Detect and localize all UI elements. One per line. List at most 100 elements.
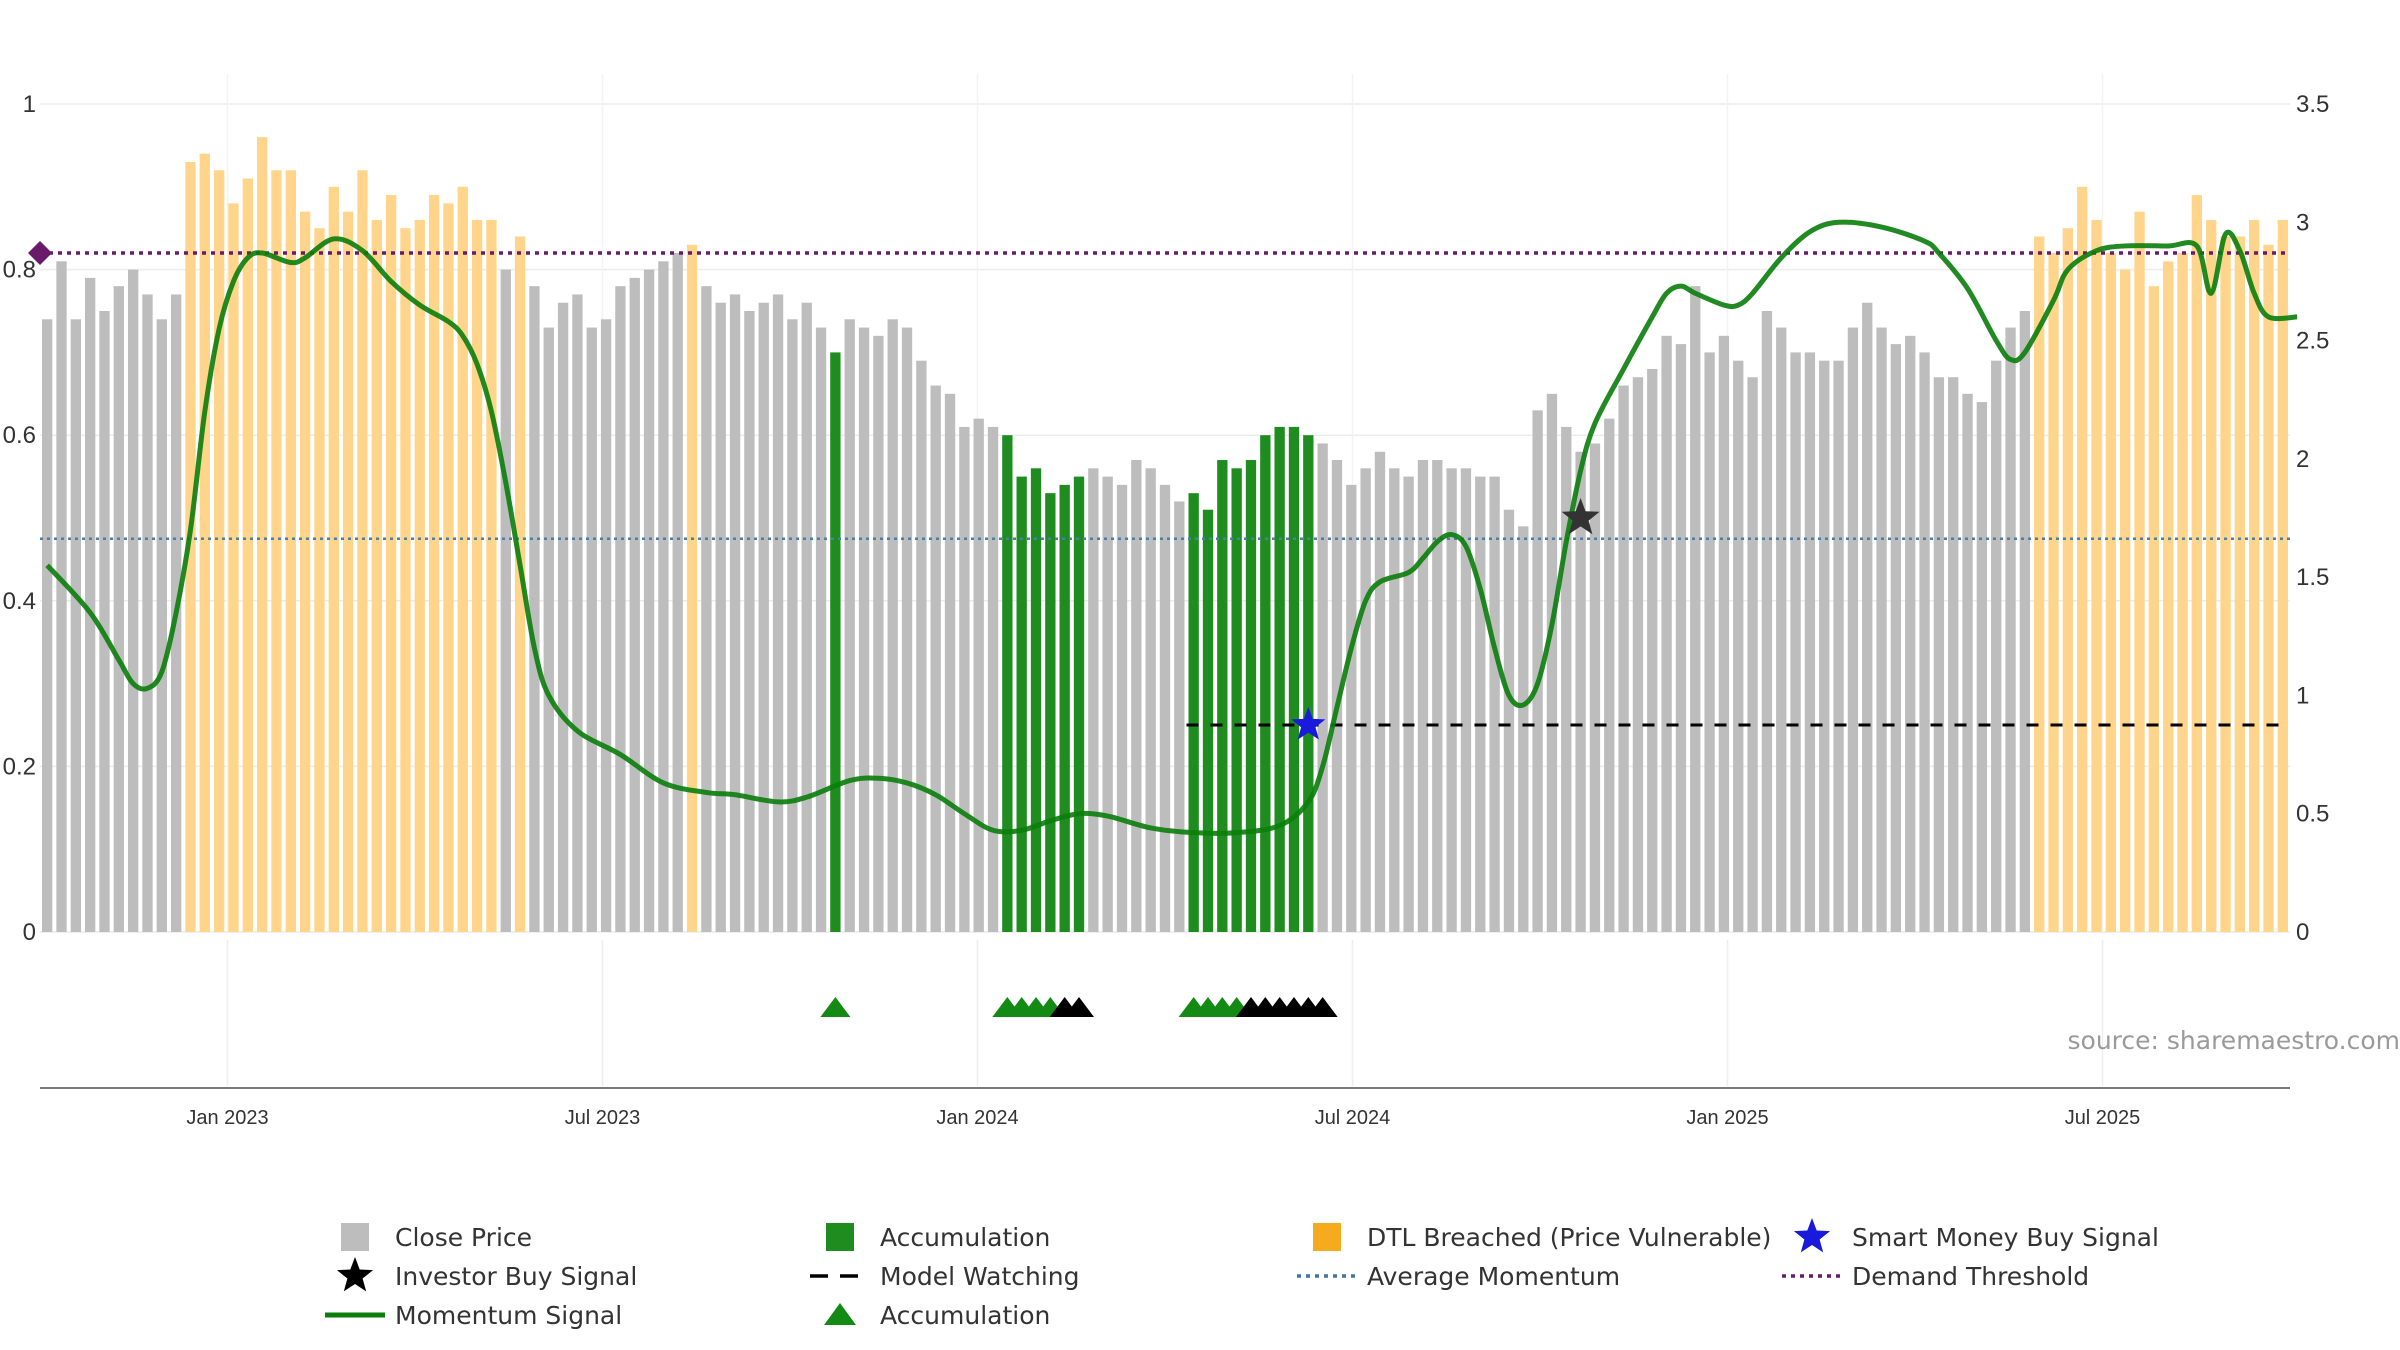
legend-label: Close Price	[395, 1223, 532, 1252]
bar-close	[1948, 377, 1959, 932]
legend-swatch	[826, 1223, 854, 1251]
bar-close	[1833, 360, 1844, 932]
bar-dtl	[213, 170, 225, 933]
bar-dtl	[2077, 186, 2088, 933]
legend-label: Average Momentum	[1367, 1262, 1620, 1291]
bar-close	[1489, 476, 1500, 932]
bar-close	[987, 426, 999, 932]
bar-close	[959, 426, 970, 932]
bar-close	[529, 286, 540, 932]
bar-close	[1976, 402, 1988, 933]
bar-close	[1174, 501, 1185, 932]
bar-close	[1389, 468, 1400, 932]
bar-close	[70, 319, 81, 932]
bar-close	[1847, 327, 1859, 932]
legend-item-dtl: DTL Breached (Price Vulnerable)	[1313, 1223, 1771, 1252]
left-axis-tick: 0.2	[3, 753, 36, 780]
bar-dtl	[457, 186, 468, 933]
legend-item-smart_money: Smart Money Buy Signal	[1793, 1218, 2159, 1253]
legend-label: Model Watching	[880, 1262, 1080, 1291]
bar-dtl	[357, 170, 368, 933]
bar-close	[1604, 418, 1615, 932]
bar-dtl	[328, 186, 339, 933]
bar-close	[500, 269, 511, 933]
right-axis-tick: 1.5	[2296, 564, 2329, 591]
right-axis-tick: 0	[2296, 919, 2309, 946]
bar-close	[930, 385, 941, 932]
bar-dtl	[242, 178, 253, 932]
legend-label: Accumulation	[880, 1223, 1050, 1252]
bar-dtl	[2220, 236, 2231, 933]
legend-label: Demand Threshold	[1852, 1262, 2089, 1291]
bar-close	[901, 327, 913, 932]
legend-label: Momentum Signal	[395, 1301, 622, 1330]
bar-close	[729, 294, 741, 932]
bar-close	[715, 302, 726, 933]
bar-dtl	[443, 203, 454, 933]
bar-dtl	[2277, 219, 2288, 933]
legend-swatch	[341, 1223, 369, 1251]
bar-accumulation	[1202, 509, 1214, 932]
bar-accumulation	[1303, 435, 1314, 932]
bar-close	[1575, 451, 1586, 932]
left-axis-tick: 1	[23, 91, 36, 118]
bar-close	[1761, 311, 1773, 932]
bar-close	[1991, 360, 2002, 932]
legend-label: Smart Money Buy Signal	[1852, 1223, 2159, 1252]
legend-triangle-icon	[824, 1303, 856, 1325]
bar-close	[701, 286, 712, 932]
legend-label: DTL Breached (Price Vulnerable)	[1367, 1223, 1771, 1252]
x-axis-tick: Jan 2025	[1686, 1107, 1768, 1129]
bar-close	[744, 311, 755, 932]
bar-close	[1518, 526, 1529, 932]
right-axis-tick: 1	[2296, 682, 2309, 709]
right-axis-tick: 2	[2296, 446, 2309, 473]
bar-close	[543, 327, 554, 932]
bar-dtl	[371, 219, 382, 933]
bar-dtl	[2249, 219, 2260, 933]
smart-money-buy-star	[1291, 707, 1326, 740]
bar-close	[887, 319, 898, 932]
bar-dtl	[199, 153, 210, 932]
bar-close	[1102, 476, 1113, 932]
bar-close	[2005, 327, 2016, 932]
bar-close	[1804, 352, 1816, 932]
bar-close	[1159, 484, 1171, 932]
bar-dtl	[2191, 195, 2203, 932]
bar-close	[1661, 335, 1672, 933]
bar-close	[56, 261, 67, 932]
bar-dtl	[385, 195, 397, 932]
bar-close	[1561, 426, 1572, 932]
right-axis-tick: 0.5	[2296, 801, 2329, 828]
bar-close	[973, 418, 984, 932]
legend-label: Investor Buy Signal	[395, 1262, 637, 1291]
bar-close	[1919, 352, 1930, 932]
bar-accumulation	[1016, 476, 1027, 932]
bar-close	[672, 253, 683, 933]
bar-close	[1962, 393, 1973, 932]
bar-close	[615, 286, 626, 932]
bar-close	[572, 294, 583, 932]
legend-item-accumulation_bar: Accumulation	[826, 1223, 1050, 1252]
chart-axes: 0 0.2 0.4 0.6 0.8 1 0 0.5 1 1.5 2 2.5 3 3.5 Jan 2023 Ju…	[3, 91, 2330, 1129]
bar-dtl	[228, 203, 239, 933]
bar-close	[1446, 468, 1457, 932]
bar-close	[1690, 286, 1701, 932]
bar-close	[772, 294, 784, 932]
bar-close	[1790, 352, 1801, 932]
bar-accumulation	[1045, 493, 1056, 932]
bar-dtl	[471, 219, 483, 933]
bar-dtl	[400, 228, 411, 932]
bar-dtl	[2062, 228, 2074, 932]
legend-item-momentum_signal: Momentum Signal	[325, 1301, 622, 1330]
bar-close	[1116, 484, 1128, 932]
bar-close	[42, 319, 53, 932]
bar-dtl	[2206, 219, 2217, 933]
investor-buy-star	[1561, 498, 1600, 535]
right-axis-tick: 3	[2296, 209, 2309, 236]
bar-close	[916, 360, 927, 932]
bar-close	[557, 302, 569, 933]
x-axis-tick: Jul 2025	[2065, 1107, 2141, 1129]
bar-close	[1733, 360, 1744, 932]
